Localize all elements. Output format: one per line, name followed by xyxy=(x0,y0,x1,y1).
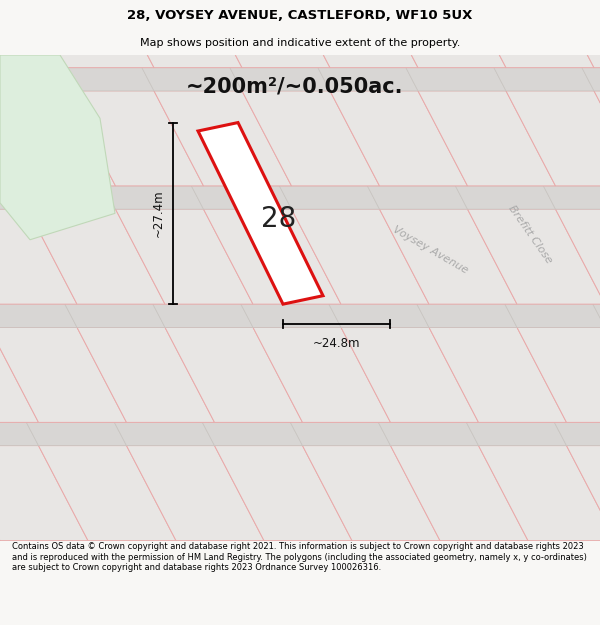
Polygon shape xyxy=(545,0,600,68)
Text: 28, VOYSEY AVENUE, CASTLEFORD, WF10 5UX: 28, VOYSEY AVENUE, CASTLEFORD, WF10 5UX xyxy=(127,9,473,22)
Polygon shape xyxy=(455,186,556,209)
Text: 28: 28 xyxy=(261,204,296,232)
Polygon shape xyxy=(494,68,594,91)
Polygon shape xyxy=(0,209,77,304)
Polygon shape xyxy=(368,0,506,68)
Polygon shape xyxy=(566,446,600,541)
Polygon shape xyxy=(582,68,600,91)
Polygon shape xyxy=(406,68,506,91)
Polygon shape xyxy=(556,209,600,304)
Polygon shape xyxy=(506,91,600,186)
Polygon shape xyxy=(329,304,429,328)
Polygon shape xyxy=(153,304,253,328)
Polygon shape xyxy=(28,209,165,304)
Polygon shape xyxy=(16,186,115,209)
Polygon shape xyxy=(142,68,242,91)
Polygon shape xyxy=(103,186,203,209)
Polygon shape xyxy=(165,328,302,422)
Polygon shape xyxy=(418,91,556,186)
Polygon shape xyxy=(379,422,479,446)
Polygon shape xyxy=(330,91,467,186)
Polygon shape xyxy=(0,91,28,186)
Polygon shape xyxy=(457,0,594,68)
Polygon shape xyxy=(0,304,77,328)
Polygon shape xyxy=(281,0,418,68)
Polygon shape xyxy=(544,186,600,209)
Text: ~27.4m: ~27.4m xyxy=(152,189,165,237)
Polygon shape xyxy=(203,209,341,304)
Polygon shape xyxy=(115,422,215,446)
Polygon shape xyxy=(0,91,115,186)
Text: ~24.8m: ~24.8m xyxy=(313,337,360,350)
Polygon shape xyxy=(38,446,176,541)
Polygon shape xyxy=(54,68,154,91)
Polygon shape xyxy=(517,328,600,422)
Polygon shape xyxy=(26,422,127,446)
Polygon shape xyxy=(479,446,600,541)
Polygon shape xyxy=(341,328,479,422)
Polygon shape xyxy=(318,68,418,91)
Polygon shape xyxy=(154,91,292,186)
Polygon shape xyxy=(391,446,528,541)
Polygon shape xyxy=(505,304,600,328)
Polygon shape xyxy=(594,91,600,186)
Text: Brefitt Close: Brefitt Close xyxy=(506,204,554,266)
Polygon shape xyxy=(65,304,165,328)
Polygon shape xyxy=(215,446,352,541)
Text: ~200m²/~0.050ac.: ~200m²/~0.050ac. xyxy=(186,77,404,97)
Polygon shape xyxy=(0,0,66,68)
Polygon shape xyxy=(0,55,115,240)
Polygon shape xyxy=(0,68,66,91)
Polygon shape xyxy=(417,304,517,328)
Polygon shape xyxy=(77,328,215,422)
Polygon shape xyxy=(466,422,566,446)
Polygon shape xyxy=(0,446,88,541)
Polygon shape xyxy=(104,0,242,68)
Polygon shape xyxy=(66,91,203,186)
Polygon shape xyxy=(467,209,600,304)
Polygon shape xyxy=(302,446,440,541)
Polygon shape xyxy=(280,186,380,209)
Polygon shape xyxy=(242,91,380,186)
Polygon shape xyxy=(429,328,566,422)
Polygon shape xyxy=(554,422,600,446)
Polygon shape xyxy=(292,209,429,304)
Polygon shape xyxy=(191,186,292,209)
Polygon shape xyxy=(115,209,253,304)
Polygon shape xyxy=(0,328,127,422)
Polygon shape xyxy=(380,209,517,304)
Polygon shape xyxy=(290,422,391,446)
Polygon shape xyxy=(367,186,467,209)
Polygon shape xyxy=(0,328,38,422)
Polygon shape xyxy=(127,446,264,541)
Polygon shape xyxy=(253,328,391,422)
Polygon shape xyxy=(230,68,330,91)
Polygon shape xyxy=(202,422,302,446)
Text: Voysey Avenue: Voysey Avenue xyxy=(391,225,469,276)
Text: Contains OS data © Crown copyright and database right 2021. This information is : Contains OS data © Crown copyright and d… xyxy=(12,542,587,572)
Polygon shape xyxy=(0,422,38,446)
Text: Map shows position and indicative extent of the property.: Map shows position and indicative extent… xyxy=(140,38,460,48)
Polygon shape xyxy=(193,0,330,68)
Polygon shape xyxy=(241,304,341,328)
Polygon shape xyxy=(0,186,28,209)
Polygon shape xyxy=(593,304,600,328)
Polygon shape xyxy=(16,0,154,68)
Polygon shape xyxy=(198,122,323,304)
